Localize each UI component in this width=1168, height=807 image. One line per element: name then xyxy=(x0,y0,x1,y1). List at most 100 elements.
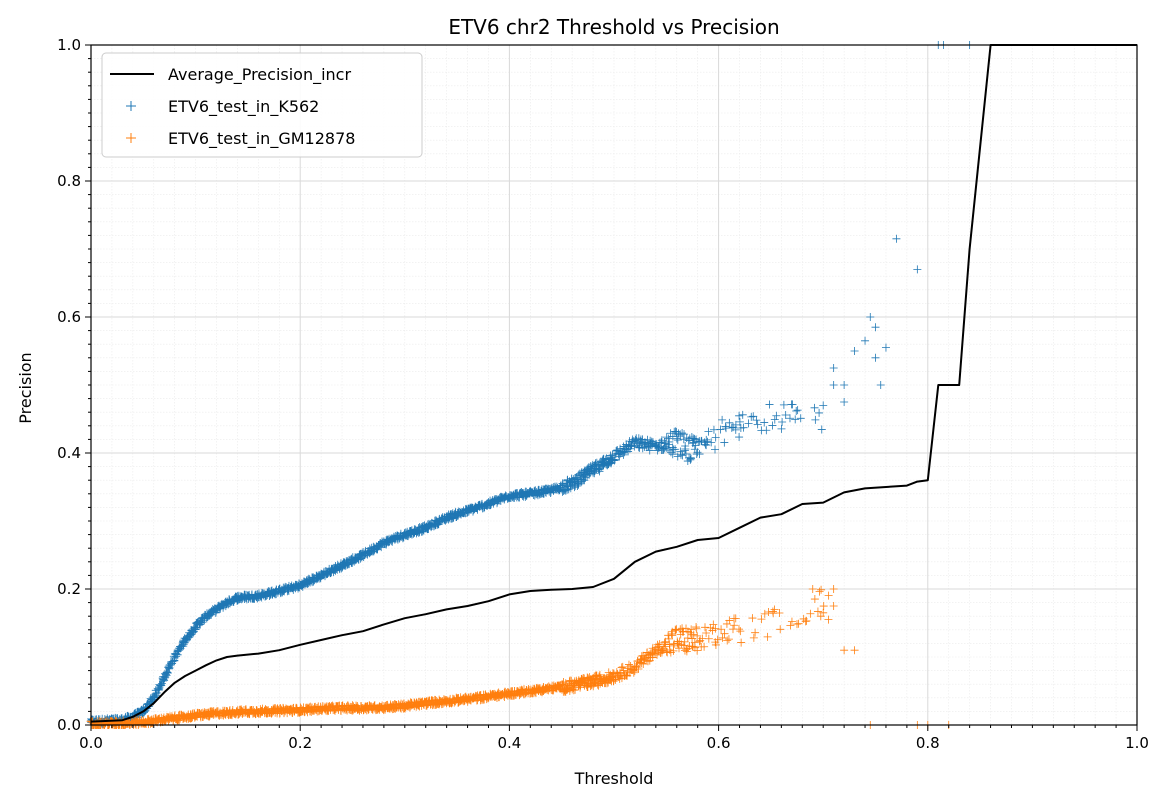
data-point-k562 xyxy=(777,424,786,433)
data-point-k562 xyxy=(622,442,631,451)
legend-marker-gm12878 xyxy=(126,133,136,143)
data-point-gm12878 xyxy=(662,647,671,656)
data-point-k562 xyxy=(665,437,674,446)
series-average-precision-line xyxy=(90,44,1137,723)
data-point-k562 xyxy=(840,381,849,389)
data-point-gm12878 xyxy=(618,662,627,671)
data-point-gm12878 xyxy=(635,658,644,667)
data-point-gm12878 xyxy=(701,623,710,632)
data-point-k562 xyxy=(881,343,890,352)
data-point-gm12878 xyxy=(720,629,729,638)
legend: Average_Precision_incr ETV6_test_in_K562… xyxy=(101,52,423,158)
data-point-k562 xyxy=(343,560,352,569)
data-point-k562 xyxy=(662,433,671,442)
data-point-gm12878 xyxy=(664,634,673,643)
data-point-gm12878 xyxy=(632,663,641,672)
data-point-k562 xyxy=(555,483,564,492)
data-point-k562 xyxy=(666,429,675,438)
data-point-gm12878 xyxy=(840,646,849,655)
data-point-k562 xyxy=(608,451,617,460)
data-point-k562 xyxy=(810,403,819,412)
x-tick-label: 0.6 xyxy=(707,734,731,752)
x-tick-label: 0.0 xyxy=(79,734,103,752)
data-point-k562 xyxy=(760,418,769,427)
data-point-gm12878 xyxy=(616,668,625,677)
data-point-gm12878 xyxy=(749,633,758,642)
data-point-gm12878 xyxy=(680,637,689,646)
data-point-gm12878 xyxy=(711,640,720,649)
data-point-k562 xyxy=(662,443,671,452)
data-point-gm12878 xyxy=(614,673,623,682)
data-point-gm12878 xyxy=(713,635,722,644)
data-point-gm12878 xyxy=(737,638,746,647)
data-point-k562 xyxy=(718,415,727,424)
data-point-k562 xyxy=(606,451,615,460)
data-point-k562 xyxy=(711,433,720,442)
data-point-k562 xyxy=(779,400,788,409)
x-axis-label: Threshold xyxy=(574,769,654,788)
data-point-k562 xyxy=(753,420,762,429)
data-point-gm12878 xyxy=(808,585,817,593)
axis-ticks: 0.0 0.2 0.4 0.6 0.8 1.0 0.0 0.2 0.4 0.6 0.8 1.0 xyxy=(57,36,1149,752)
data-point-k562 xyxy=(707,438,716,447)
data-point-k562 xyxy=(684,436,693,445)
data-point-k562 xyxy=(721,422,730,431)
legend-label-average-precision: Average_Precision_incr xyxy=(168,65,351,85)
data-point-k562 xyxy=(564,485,573,494)
data-point-gm12878 xyxy=(612,668,621,677)
data-point-gm12878 xyxy=(802,616,811,625)
data-point-k562 xyxy=(168,657,177,666)
data-point-k562 xyxy=(866,313,875,321)
data-point-k562 xyxy=(711,445,720,454)
data-point-gm12878 xyxy=(693,631,702,640)
legend-marker-k562 xyxy=(126,101,136,111)
data-point-gm12878 xyxy=(702,628,711,637)
data-point-k562 xyxy=(913,265,922,274)
data-point-k562 xyxy=(785,414,794,423)
data-point-gm12878 xyxy=(520,690,529,699)
data-point-gm12878 xyxy=(819,602,828,611)
data-point-gm12878 xyxy=(668,627,677,636)
data-point-k562 xyxy=(738,410,747,419)
data-point-k562 xyxy=(376,539,385,548)
data-point-k562 xyxy=(744,419,753,428)
data-point-gm12878 xyxy=(667,629,676,638)
data-point-k562 xyxy=(645,446,654,455)
data-point-k562 xyxy=(792,407,801,416)
data-point-gm12878 xyxy=(775,608,784,617)
data-point-gm12878 xyxy=(757,615,766,624)
data-point-k562 xyxy=(747,412,756,421)
data-point-k562 xyxy=(749,412,758,421)
data-point-k562 xyxy=(735,433,744,442)
data-point-gm12878 xyxy=(819,608,828,617)
data-point-gm12878 xyxy=(704,634,713,643)
data-point-k562 xyxy=(817,425,826,434)
data-point-k562 xyxy=(811,415,820,424)
data-point-k562 xyxy=(179,640,188,649)
data-point-gm12878 xyxy=(717,625,726,634)
data-point-gm12878 xyxy=(794,619,803,628)
x-tick-label: 0.2 xyxy=(288,734,312,752)
x-tick-label: 0.4 xyxy=(497,734,521,752)
data-point-gm12878 xyxy=(792,620,801,629)
data-point-k562 xyxy=(727,423,736,432)
data-point-gm12878 xyxy=(801,617,810,626)
data-point-gm12878 xyxy=(692,624,701,633)
data-point-gm12878 xyxy=(696,636,705,645)
data-point-gm12878 xyxy=(669,646,678,655)
data-point-k562 xyxy=(716,425,725,434)
x-tick-label: 0.8 xyxy=(916,734,940,752)
data-point-k562 xyxy=(668,432,677,441)
data-point-gm12878 xyxy=(653,640,662,649)
data-point-gm12878 xyxy=(725,616,734,625)
data-point-k562 xyxy=(676,447,685,456)
data-point-gm12878 xyxy=(806,609,815,618)
data-point-k562 xyxy=(156,680,165,689)
data-point-gm12878 xyxy=(748,614,757,623)
data-point-gm12878 xyxy=(571,685,580,694)
data-point-k562 xyxy=(876,381,885,389)
data-point-k562 xyxy=(735,411,744,420)
data-point-gm12878 xyxy=(764,607,773,616)
major-grid xyxy=(91,45,1137,725)
